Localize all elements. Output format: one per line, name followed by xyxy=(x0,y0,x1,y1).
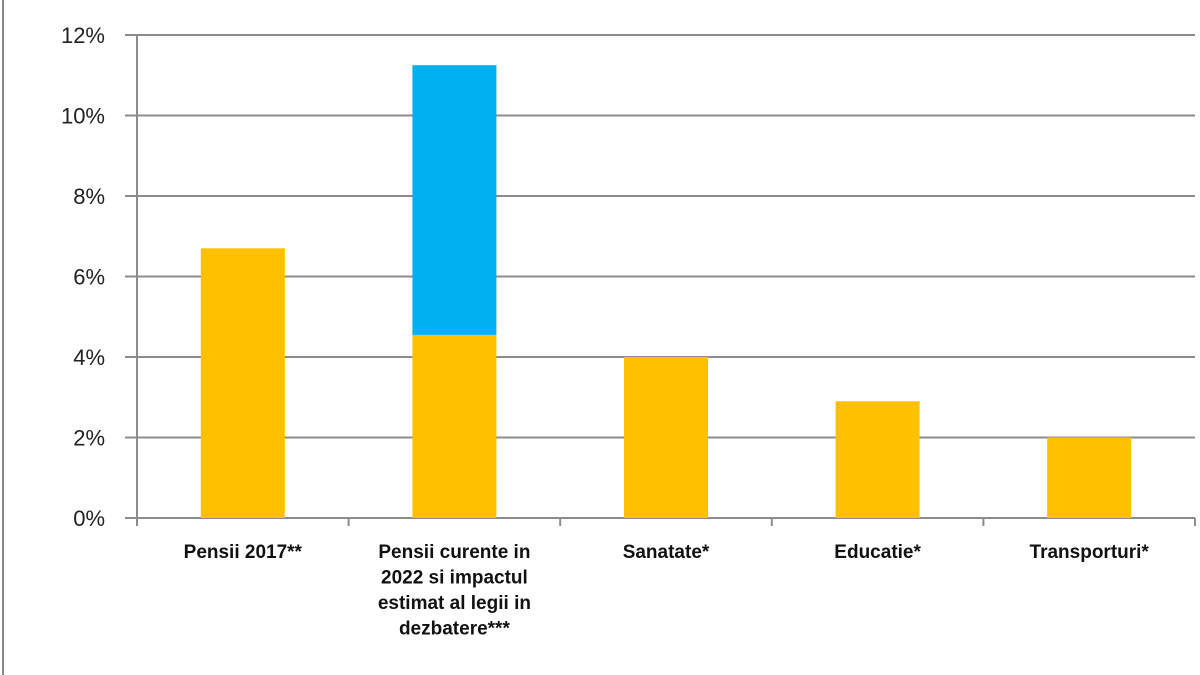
x-category-label: Pensii 2017** xyxy=(184,542,303,563)
x-category-label: 2022 si impactul xyxy=(381,568,528,589)
x-category-label: Transporturi* xyxy=(1030,542,1150,563)
bar-base xyxy=(200,248,285,518)
y-tick-label: 12% xyxy=(61,23,105,48)
bar-base xyxy=(835,401,920,518)
x-category-label: Educatie* xyxy=(834,542,921,563)
x-category-label: Pensii curente in xyxy=(378,542,530,563)
y-tick-label: 8% xyxy=(73,184,105,209)
chart-border xyxy=(2,0,4,675)
bar-base xyxy=(1047,437,1132,518)
x-category-label: dezbatere*** xyxy=(399,619,510,640)
x-category-label: estimat al legii in xyxy=(378,593,531,614)
bar-base xyxy=(412,334,497,518)
bar-increment xyxy=(412,65,497,335)
y-tick-label: 10% xyxy=(61,104,105,129)
x-category-label: Sanatate* xyxy=(623,542,710,563)
y-tick-label: 0% xyxy=(73,506,105,531)
y-tick-label: 2% xyxy=(73,426,105,451)
y-tick-label: 4% xyxy=(73,345,105,370)
bar-base xyxy=(624,357,708,518)
y-tick-label: 6% xyxy=(73,265,105,290)
